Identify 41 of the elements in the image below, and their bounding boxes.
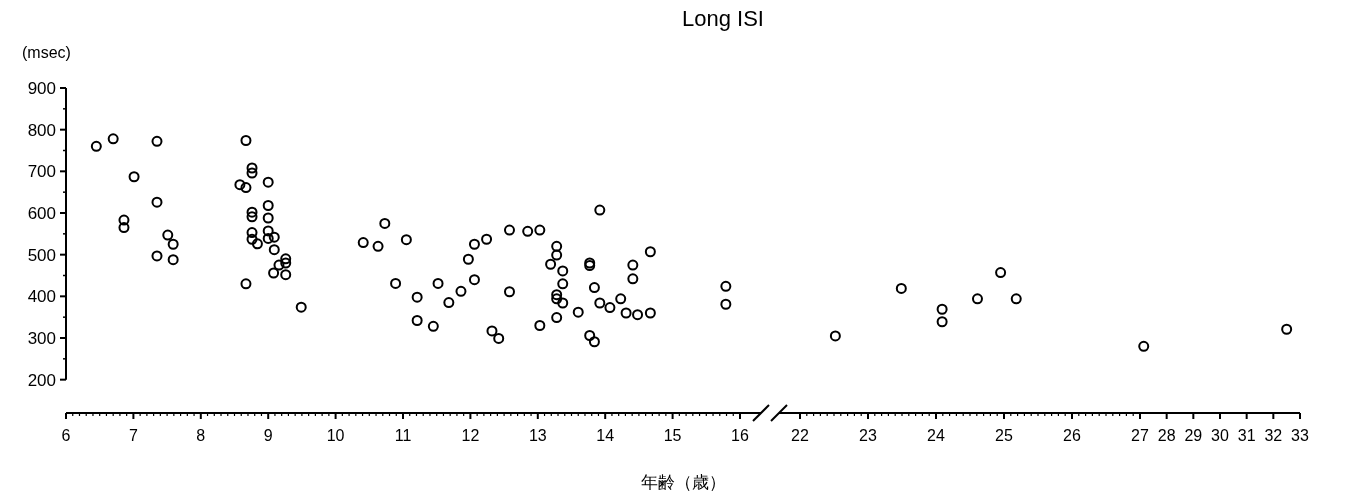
x-tick-label: 24 [927, 427, 945, 444]
y-tick-label: 800 [27, 120, 56, 140]
x-tick-label: 11 [394, 427, 412, 444]
x-axis-title: 年齢（歳） [640, 473, 726, 492]
y-tick-label: 200 [27, 370, 56, 390]
x-tick-label: 33 [1291, 427, 1309, 444]
point [936, 303, 948, 315]
x-tick-label: 6 [61, 427, 71, 444]
x-tick-label: 30 [1211, 427, 1229, 444]
point [895, 282, 907, 294]
point [971, 293, 983, 305]
y-axis-title: (msec) [22, 44, 71, 61]
y-tick-label: 900 [27, 79, 56, 98]
x-tick-label: 13 [528, 427, 547, 444]
x-tick-label: 31 [1237, 427, 1256, 444]
y-tick-label: 700 [27, 162, 56, 182]
x-tick-label: 27 [1131, 427, 1149, 444]
x-tick-label: 9 [263, 427, 273, 444]
x-tick-label: 10 [326, 427, 345, 444]
x-tick-label: 14 [596, 427, 615, 444]
y-tick-label: 400 [27, 287, 56, 307]
x-tick-label: 26 [1063, 427, 1081, 444]
y-tick-label: 600 [27, 204, 56, 223]
x-tick-label: 16 [731, 427, 749, 444]
point [995, 267, 1007, 279]
x-tick-label: 12 [461, 427, 480, 444]
x-tick-label: 32 [1264, 427, 1283, 444]
x-tick-label: 25 [995, 427, 1013, 444]
x-tick-label: 8 [196, 427, 206, 444]
point [829, 330, 841, 342]
x-tick-label: 28 [1157, 427, 1176, 444]
x-tick-label: 23 [859, 427, 877, 444]
x-tick-label: 22 [791, 427, 809, 444]
x-tick-label: 7 [128, 427, 138, 444]
point [936, 316, 948, 328]
point [1010, 293, 1022, 305]
chart-title: Long ISI [682, 6, 764, 31]
y-tick-label: 300 [27, 329, 56, 348]
y-tick-label: 500 [27, 245, 56, 265]
x-tick-label: 29 [1184, 427, 1203, 444]
x-tick-label: 15 [663, 427, 682, 444]
